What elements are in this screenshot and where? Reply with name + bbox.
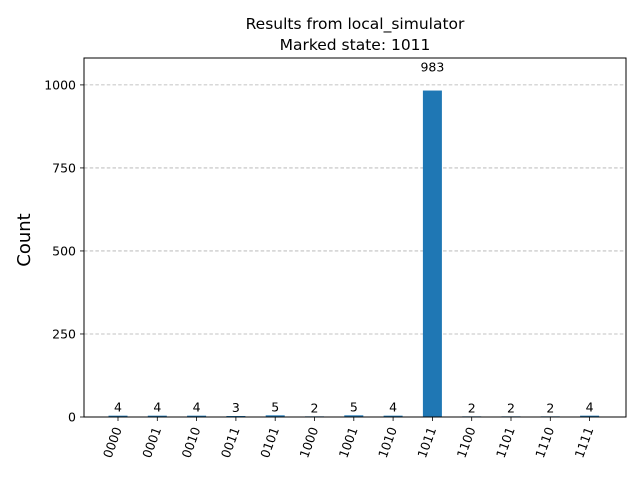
x-tick-label-1111: 1111 bbox=[571, 425, 596, 460]
bar-1011 bbox=[422, 90, 442, 418]
data-label-1110: 2 bbox=[546, 400, 554, 415]
x-tick-label-0010: 0010 bbox=[178, 425, 203, 460]
gridlines bbox=[84, 84, 626, 335]
data-label-1011: 983 bbox=[420, 60, 444, 75]
chart-subtitle: Marked state: 1011 bbox=[280, 36, 431, 54]
bar-0001 bbox=[147, 415, 167, 417]
bar-1111 bbox=[580, 415, 600, 417]
y-tick-label-1000: 1000 bbox=[44, 77, 76, 92]
bar-0000 bbox=[108, 415, 128, 417]
data-label-1100: 2 bbox=[468, 400, 476, 415]
x-tick-label-0000: 0000 bbox=[100, 425, 125, 460]
x-tick-label-1010: 1010 bbox=[375, 425, 400, 460]
y-ticks: 0 250 500 750 1000 bbox=[44, 77, 84, 425]
plot-frame bbox=[83, 57, 627, 418]
bar-0010 bbox=[187, 415, 207, 417]
x-tick-label-1110: 1110 bbox=[532, 425, 557, 460]
x-ticks: 0000 0001 0010 0011 0101 1000 1001 1010 1011 1100… bbox=[100, 417, 596, 460]
x-tick-label-1011: 1011 bbox=[414, 425, 439, 460]
data-label-1111: 4 bbox=[586, 400, 594, 415]
bar-1001 bbox=[344, 415, 364, 417]
data-label-0011: 3 bbox=[232, 400, 240, 415]
data-label-0010: 4 bbox=[193, 400, 201, 415]
x-tick-label-0011: 0011 bbox=[218, 425, 243, 460]
y-tick-label-250: 250 bbox=[52, 326, 76, 341]
y-tick-label-500: 500 bbox=[52, 243, 76, 258]
chart-title: Results from local_simulator bbox=[246, 15, 465, 34]
data-label-0001: 4 bbox=[153, 400, 161, 415]
x-tick-label-1101: 1101 bbox=[493, 425, 518, 460]
data-labels: 4 4 4 3 5 2 5 4 983 2 2 2 4 bbox=[114, 60, 594, 416]
x-tick-label-1001: 1001 bbox=[336, 425, 361, 460]
y-axis-label: Count bbox=[14, 213, 35, 266]
data-label-1000: 2 bbox=[311, 400, 319, 415]
x-tick-label-1000: 1000 bbox=[296, 425, 321, 460]
data-label-0000: 4 bbox=[114, 400, 122, 415]
bars bbox=[108, 90, 600, 418]
data-label-1101: 2 bbox=[507, 400, 515, 415]
data-label-0101: 5 bbox=[271, 399, 279, 414]
data-label-1001: 5 bbox=[350, 399, 358, 414]
bar-0101 bbox=[265, 415, 285, 417]
data-label-1010: 4 bbox=[389, 400, 397, 415]
y-tick-label-0: 0 bbox=[68, 410, 76, 425]
y-tick-label-750: 750 bbox=[52, 160, 76, 175]
x-tick-label-1100: 1100 bbox=[454, 425, 479, 460]
x-tick-label-0001: 0001 bbox=[139, 425, 164, 460]
x-tick-label-0101: 0101 bbox=[257, 425, 282, 460]
bar-1010 bbox=[383, 415, 403, 417]
axes bbox=[83, 57, 627, 418]
